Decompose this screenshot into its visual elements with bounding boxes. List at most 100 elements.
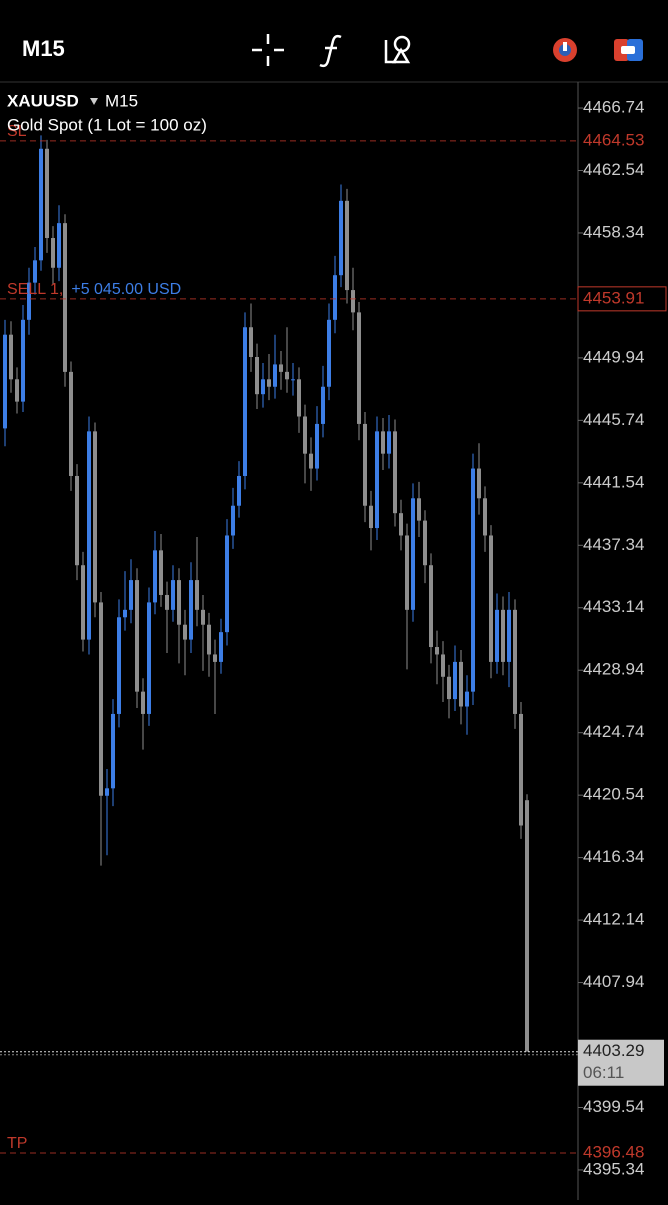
candle-body: [309, 453, 313, 469]
candle-body: [69, 371, 73, 476]
candle-body: [261, 379, 265, 395]
candle-body: [201, 609, 205, 625]
symbol-menu-arrow[interactable]: [90, 98, 98, 105]
candle-body: [507, 609, 511, 662]
candle-body: [387, 431, 391, 454]
bar-countdown: 06:11: [583, 1063, 624, 1082]
y-tick-label: 4466.74: [583, 98, 644, 117]
symbol-description: Gold Spot (1 Lot = 100 oz): [7, 115, 207, 134]
y-tick-label: 4416.34: [583, 847, 644, 866]
candle-body: [327, 319, 331, 387]
price-line-value: 4453.91: [583, 288, 644, 307]
candle-body: [375, 431, 379, 529]
candle-body: [93, 431, 97, 603]
candle-body: [9, 334, 13, 380]
candle-body: [267, 379, 271, 387]
candle-body: [297, 379, 301, 417]
symbol[interactable]: XAUUSD: [7, 91, 79, 110]
objects-icon[interactable]: [384, 35, 411, 64]
y-tick-label: 4412.14: [583, 910, 644, 929]
toolbar: M15: [22, 34, 643, 68]
candle-body: [51, 238, 55, 268]
indicators-icon[interactable]: [319, 34, 342, 68]
candle-body: [339, 200, 343, 276]
current-price-box: [578, 1039, 664, 1086]
crosshair-icon[interactable]: [252, 34, 284, 66]
chart-header: XAUUSD M15 Gold Spot (1 Lot = 100 oz): [7, 91, 207, 134]
candle-body: [477, 468, 481, 499]
y-tick-label: 4449.94: [583, 347, 644, 366]
candle-body: [123, 609, 127, 618]
plot: SL SELL 1, +5 045.00 USD TP: [0, 123, 578, 1154]
candle-body: [171, 580, 175, 610]
timeframe-button[interactable]: M15: [22, 36, 65, 61]
candle-body: [453, 661, 457, 700]
candle-body: [441, 654, 445, 677]
y-tick-label: 4407.94: [583, 972, 644, 991]
candle-body: [333, 275, 337, 320]
candle-body: [207, 624, 211, 655]
candle-body: [489, 535, 493, 662]
y-tick-label: 4428.94: [583, 660, 644, 679]
candle-body: [315, 423, 319, 469]
candle-body: [501, 609, 505, 662]
y-tick-label: 4433.14: [583, 597, 644, 616]
candle-body: [255, 357, 259, 395]
candle-body: [495, 609, 499, 662]
candle-body: [63, 223, 67, 372]
candle-body: [3, 334, 7, 429]
account-icon[interactable]: [614, 39, 643, 61]
candle-body: [99, 602, 103, 796]
candle-body: [165, 594, 169, 610]
candle-body: [219, 632, 223, 662]
y-tick-label: 4441.54: [583, 472, 644, 491]
candle-body: [177, 580, 181, 625]
y-tick-label: 4437.34: [583, 535, 644, 554]
candle-body: [33, 260, 37, 283]
candle-body: [183, 624, 187, 640]
candle-body: [513, 609, 517, 714]
price-line-label: SELL 1,: [7, 281, 63, 298]
candle-body: [195, 580, 199, 610]
candle-body: [21, 319, 25, 402]
candle-body: [15, 379, 19, 402]
price-label-box: [577, 286, 667, 312]
candle-body: [291, 379, 295, 381]
candle-body: [153, 550, 157, 603]
candle-body: [147, 602, 151, 714]
candle-body: [243, 327, 247, 476]
y-tick-label: 4395.34: [583, 1159, 644, 1178]
candle-body: [405, 535, 409, 610]
candle-body: [81, 565, 85, 640]
candle-body: [435, 647, 439, 655]
candle-body: [249, 327, 253, 358]
y-tick-label: 4458.34: [583, 222, 644, 241]
candle-body: [27, 282, 31, 320]
candle-body: [189, 580, 193, 640]
candle-body: [57, 223, 61, 268]
candle-body: [135, 580, 139, 692]
candle-body: [447, 676, 451, 700]
candle-body: [381, 431, 385, 454]
trade-icon[interactable]: [553, 38, 577, 62]
candle-body: [519, 713, 523, 826]
candle-body: [213, 654, 217, 662]
candle-body: [159, 550, 163, 595]
candle-body: [369, 505, 373, 529]
candle-body: [357, 312, 361, 424]
price-line-label: SL: [7, 123, 27, 140]
candle-body: [429, 565, 433, 648]
position-profit: +5 045.00 USD: [71, 281, 181, 298]
candle-body: [141, 691, 145, 714]
candle-body: [231, 505, 235, 536]
candle-body: [321, 386, 325, 424]
candle-body: [39, 148, 43, 261]
candle-body: [459, 661, 463, 707]
candle-body: [285, 371, 289, 380]
candle-body: [399, 513, 403, 536]
candle-body: [225, 535, 229, 633]
candle-body: [303, 416, 307, 454]
price-line-label: TP: [7, 1135, 27, 1152]
